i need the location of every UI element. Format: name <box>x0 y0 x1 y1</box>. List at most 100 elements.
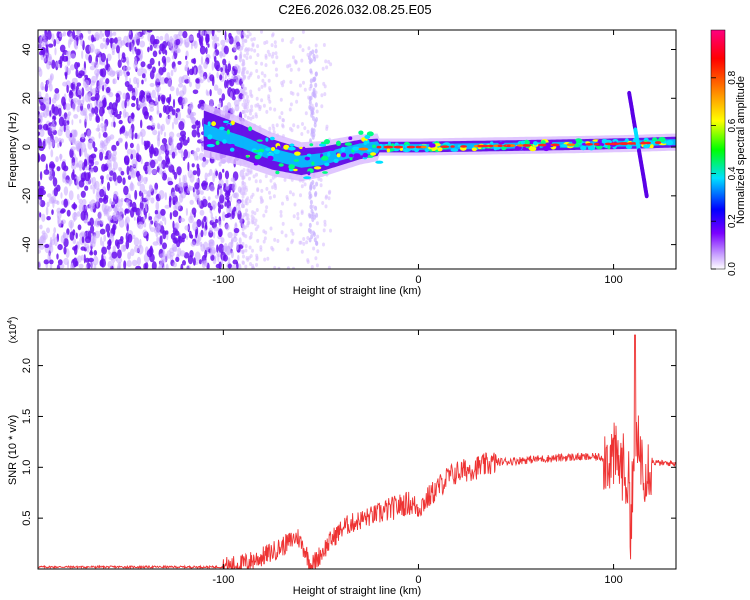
ridge-blob <box>253 162 259 166</box>
spectrogram-noise-mark <box>79 119 82 124</box>
figure-title: C2E6.2026.032.08.25.E05 <box>278 2 431 17</box>
spectrogram-noise-mark <box>233 99 240 107</box>
spectrogram-noise-mark <box>107 215 113 221</box>
spectrogram-streak-mark <box>308 222 312 228</box>
spectrogram-noise-mark <box>77 141 83 152</box>
spectrogram-faint-mark <box>268 99 272 104</box>
snr-multiplier-close: ) <box>8 317 19 320</box>
spectrogram-noise-mark <box>115 70 121 75</box>
spectrogram-noise-mark <box>168 198 172 208</box>
spectrogram-noise-mark <box>46 30 52 40</box>
spectrogram-faint-mark <box>275 73 279 78</box>
ridge-blob <box>340 152 347 158</box>
spectrogram-ytick-label: 40 <box>21 43 33 55</box>
spectrogram-noise-mark <box>222 254 228 262</box>
spectrogram-noise-mark <box>161 138 168 145</box>
spectrogram-faint-mark <box>246 95 250 99</box>
spectrogram-noise-mark <box>50 123 56 132</box>
spectrogram-streak-mark <box>310 127 314 133</box>
spectrogram-noise-mark <box>230 177 236 183</box>
spectrogram-noise-mark <box>51 33 55 42</box>
spectrogram-noise-mark <box>115 92 120 98</box>
spectrogram-noise-mark <box>88 154 94 164</box>
spectrogram-noise-mark <box>90 265 93 269</box>
spectrogram-noise-mark <box>120 170 125 176</box>
spectrogram-faint-mark <box>255 96 259 101</box>
spectrogram-faint-mark <box>301 48 305 53</box>
spectrogram-noise-mark <box>200 142 205 152</box>
spectrogram-noise-mark <box>85 263 88 269</box>
spectrogram-noise-mark <box>125 66 131 71</box>
spectrogram-faint-mark <box>292 55 295 60</box>
spectrogram-faint-mark <box>292 214 296 219</box>
ridge-peak <box>477 144 486 148</box>
spectrogram-noise-mark <box>98 102 103 108</box>
spectrogram-noise-mark <box>230 108 236 114</box>
spectrogram-noise-mark <box>129 142 134 149</box>
spectrogram-noise-mark <box>192 221 198 232</box>
spectrogram-noise-mark <box>62 81 68 87</box>
spectrogram-noise-mark <box>204 172 208 181</box>
spectrogram-faint-mark <box>252 174 256 179</box>
spectrogram-noise-mark <box>137 68 143 77</box>
spectrogram-noise-mark <box>60 192 63 199</box>
spectrogram-noise-mark <box>211 34 216 41</box>
spectrogram-noise-mark <box>52 177 58 187</box>
spectrogram-faint-mark <box>321 201 325 205</box>
spectrogram-frame <box>37 29 677 270</box>
ridge-peak <box>450 145 455 148</box>
spectrogram-noise-mark <box>174 201 181 210</box>
spectrogram-faint-mark <box>267 96 271 101</box>
spectrogram-faint-mark <box>246 99 250 104</box>
spectrogram-noise-mark <box>133 237 140 247</box>
ridge-peak <box>517 144 525 147</box>
spectrogram-noise-mark <box>224 170 230 180</box>
ridge-blob <box>349 156 353 161</box>
spectrogram-streak-mark <box>308 96 312 102</box>
spectrogram-noise-mark <box>158 190 165 200</box>
spectrogram-marks <box>38 30 676 269</box>
spectrogram-noise-mark <box>191 66 194 76</box>
spectrogram-noise-mark <box>50 139 55 147</box>
spectrogram-noise-mark <box>178 83 184 88</box>
spectrogram-faint-mark <box>249 254 253 258</box>
ridge-blob <box>320 141 328 145</box>
spectrogram-noise-mark <box>154 182 159 191</box>
ridge-peak <box>395 145 404 149</box>
spectrogram-noise-mark <box>57 129 63 137</box>
ridge-blob <box>265 137 269 142</box>
spectrogram-noise-mark <box>47 252 51 262</box>
spectrogram-noise-mark <box>195 78 200 84</box>
colorbar-tick-label: 0.4 <box>727 166 738 180</box>
spectrogram-noise-mark <box>225 183 230 191</box>
spectrogram-noise-mark <box>58 116 65 127</box>
spectrogram-noise-mark <box>186 187 190 194</box>
spectrogram-noise-mark <box>210 247 216 255</box>
ridge-peak <box>497 144 503 148</box>
spectrogram-faint-mark <box>286 64 290 69</box>
spectrogram-noise-mark <box>85 236 91 244</box>
spectrogram-noise-mark <box>69 132 73 138</box>
ridge-blob <box>288 164 295 170</box>
spectrogram-faint-mark <box>263 81 267 86</box>
ridge-blob <box>625 144 633 149</box>
spectrogram-noise-mark <box>104 84 107 90</box>
spectrogram-streak-mark <box>314 71 318 77</box>
spectrogram-noise-mark <box>226 68 230 76</box>
spectrogram-faint-mark <box>246 223 250 228</box>
spectrogram-streak-mark <box>312 77 316 83</box>
spectrogram-faint-mark <box>241 183 245 188</box>
spectrogram-noise-mark <box>129 42 132 52</box>
spectrogram-noise-mark <box>92 141 96 149</box>
spectrogram-noise-mark <box>56 264 61 269</box>
spectrogram-noise-mark <box>81 133 85 140</box>
spectrogram-noise-mark <box>112 223 117 231</box>
spectrogram-noise-mark <box>149 82 155 88</box>
spectrogram-noise-mark <box>42 34 46 40</box>
spectrogram-faint-mark <box>251 210 255 215</box>
spectrogram-faint-mark <box>293 59 297 64</box>
spectrogram-noise-mark <box>128 204 131 210</box>
spectrogram-noise-mark <box>230 239 234 249</box>
spectrogram-noise-mark <box>164 204 170 209</box>
spectrogram-noise-mark <box>195 195 200 201</box>
